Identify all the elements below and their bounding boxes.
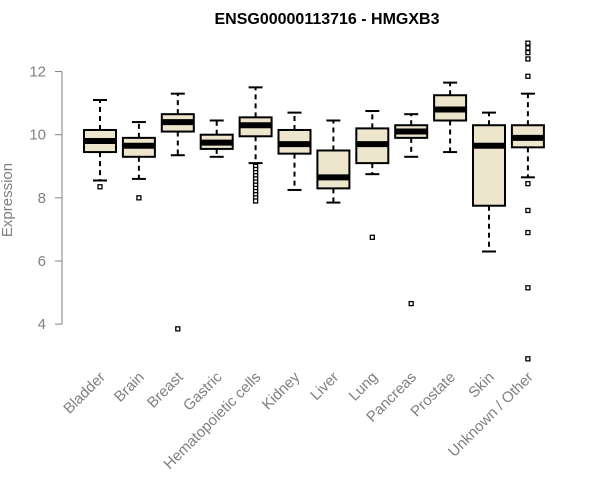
y-tick-label: 12 [29,64,46,81]
outlier-point [252,198,259,204]
outlier-point [525,356,531,362]
x-category-label: Skin [465,369,498,402]
box-group [394,113,429,307]
plot-area [83,40,545,362]
outlier-point [525,180,531,187]
outlier-point [136,195,142,201]
x-category-label: Bladder [60,369,109,418]
outlier-point [369,234,375,240]
outlier-point [175,326,181,332]
box-group [199,119,234,158]
outlier-point [525,207,531,214]
outlier-point [525,56,531,62]
box-group [121,121,156,201]
box-group [238,86,273,204]
box [472,124,506,207]
box-group [83,98,117,190]
y-tick-label: 10 [29,127,46,144]
y-axis: 4 6 8 10 12 [29,64,63,333]
outlier-point [525,49,531,56]
outlier-point [525,40,531,46]
chart-title: ENSG00000113716 - HMGXB3 [214,11,439,28]
outlier-point [408,300,414,307]
outlier-point [525,229,531,236]
x-category-label: Kidney [259,368,304,413]
box-group [355,110,390,240]
box-group [433,81,468,154]
y-tick-label: 6 [38,253,46,270]
box-group [160,92,195,332]
outlier-point [525,45,531,51]
box [316,149,351,190]
box-group [277,111,312,191]
x-category-label: Brain [111,369,148,406]
x-category-label: Breast [144,368,187,411]
box-group [510,40,545,362]
outlier-point [525,73,531,79]
box-group [316,119,351,204]
outlier-point [97,184,103,190]
y-tick-label: 4 [38,316,46,333]
box-group [472,111,506,253]
outlier-point [525,285,531,291]
x-category-label: Lung [346,369,382,405]
y-tick-label: 8 [38,190,46,207]
y-axis-label: Expression [0,163,16,237]
x-category-label: Liver [307,369,342,404]
